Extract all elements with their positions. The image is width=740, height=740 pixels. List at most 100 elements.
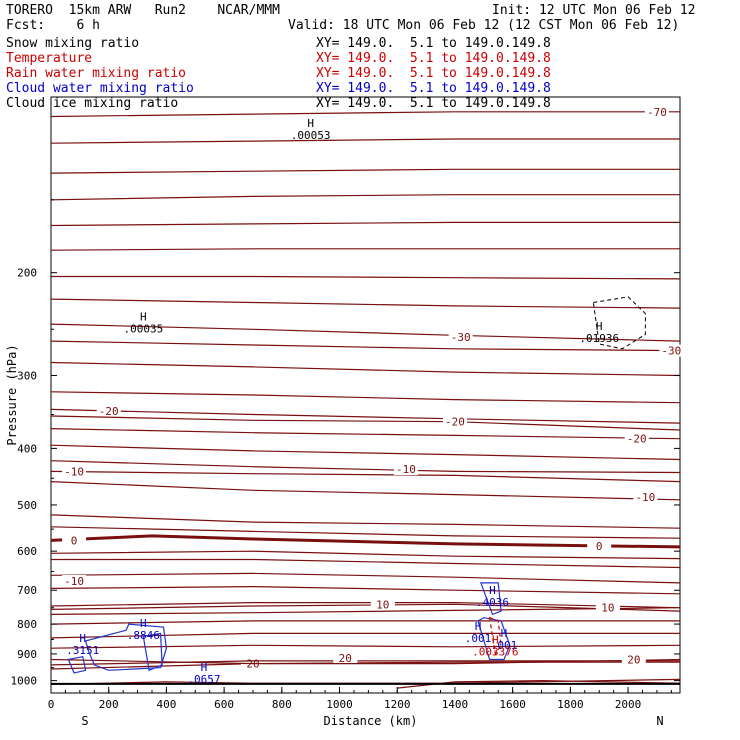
y-tick-label: 500 xyxy=(17,499,37,512)
x-tick-label: 1600 xyxy=(499,698,526,711)
maximum-marker: H xyxy=(501,627,508,640)
isotherm-label: 0 xyxy=(71,534,78,547)
x-tick-label: 1800 xyxy=(557,698,584,711)
cloud-contour xyxy=(477,617,511,661)
cloud-contour xyxy=(142,632,163,672)
cloud-contour xyxy=(84,623,168,671)
isotherm-line xyxy=(50,603,681,612)
isotherm-line xyxy=(50,585,681,595)
field-xy-range: XY= 149.0. 5.1 to 149.0.149.8 xyxy=(316,81,551,96)
isotherm-label: -30 xyxy=(451,331,471,344)
isotherm-line xyxy=(50,607,681,615)
maximum-value: .003376 xyxy=(472,645,518,658)
y-tick-label: 1000 xyxy=(11,675,38,688)
maximum-value: .001 xyxy=(465,632,492,645)
maximum-marker: H xyxy=(475,620,482,633)
isotherm-line xyxy=(50,323,681,342)
isotherm-label-bg xyxy=(62,575,87,588)
x-tick-label: 2000 xyxy=(615,698,642,711)
isotherm-line xyxy=(50,572,681,584)
maximum-marker: H xyxy=(489,584,496,597)
field-xy-range: XY= 149.0. 5.1 to 149.0.149.8 xyxy=(316,51,551,66)
y-tick-label: 600 xyxy=(17,545,37,558)
isotherm-label: -10 xyxy=(635,491,655,504)
isotherm-line xyxy=(50,428,681,440)
isotherm-line xyxy=(50,644,681,649)
isotherm-label: -30 xyxy=(661,345,681,358)
isotherm-label-bg xyxy=(62,534,87,547)
isotherm-label: -10 xyxy=(396,463,416,476)
y-tick-label: 700 xyxy=(17,584,37,597)
field-label: Cloud water mixing ratio xyxy=(6,81,194,96)
isotherm-line xyxy=(50,361,681,377)
isotherm-line xyxy=(50,460,681,474)
isotherm-line xyxy=(50,408,681,424)
maximum-marker: H xyxy=(492,633,499,646)
forecast-hour: Fcst: 6 h xyxy=(6,18,100,33)
isotherm-label: -10 xyxy=(64,465,84,478)
isotherm-line xyxy=(50,620,680,625)
y-tick-label: 200 xyxy=(17,267,37,280)
isotherm-label-bg xyxy=(633,491,658,504)
end-endpoint-label: N xyxy=(656,714,663,728)
isotherm-line xyxy=(50,168,680,174)
isotherm-label: -10 xyxy=(64,575,84,588)
maximum-marker: H xyxy=(596,320,603,333)
isotherm-label: 0 xyxy=(596,540,603,553)
isotherm-line xyxy=(51,275,681,280)
maximum-marker: H xyxy=(79,632,86,645)
y-tick-label: 300 xyxy=(17,369,37,382)
isotherm-line xyxy=(50,550,681,560)
x-tick-label: 800 xyxy=(272,698,292,711)
isotherm-label: 20 xyxy=(627,653,640,666)
field-label: Temperature xyxy=(6,51,93,66)
isotherm-label: -70 xyxy=(647,106,667,119)
y-tick-label: 900 xyxy=(17,648,37,661)
isotherm-label: 10 xyxy=(376,598,389,611)
isotherm-line xyxy=(50,526,681,539)
maximum-value: .01936 xyxy=(579,332,619,345)
isotherm-line xyxy=(50,248,680,251)
field-label: Rain water mixing ratio xyxy=(6,66,187,81)
field-xy-range: XY= 149.0. 5.1 to 149.0.149.8 xyxy=(316,66,551,81)
isotherm-label-bg xyxy=(393,463,418,476)
isotherm-line xyxy=(50,470,681,483)
isotherm-line xyxy=(50,632,680,639)
x-tick-label: 1400 xyxy=(442,698,469,711)
x-axis-label: Distance (km) xyxy=(324,714,418,728)
isotherm-label-bg xyxy=(587,540,612,553)
x-tick-label: 1200 xyxy=(384,698,411,711)
field-xy-range: XY= 149.0. 5.1 to 149.0.149.8 xyxy=(316,96,551,111)
isotherm-line xyxy=(50,138,680,144)
y-axis-label: Pressure (hPa) xyxy=(5,344,19,445)
isotherm-label-bg xyxy=(595,601,620,614)
y-tick-label: 400 xyxy=(17,442,37,455)
maximum-value: .0657 xyxy=(187,673,220,686)
start-endpoint-label: S xyxy=(81,714,88,728)
isotherm-line xyxy=(50,391,681,404)
isotherm-line xyxy=(50,111,680,118)
isotherm-label: 10 xyxy=(601,602,614,615)
maximum-value: .8846 xyxy=(127,629,160,642)
valid-time: Valid: 18 UTC Mon 06 Feb 12 (12 CST Mon … xyxy=(288,18,680,33)
x-tick-label: 200 xyxy=(99,698,119,711)
cloud-contour xyxy=(488,616,502,656)
cloud-contour xyxy=(480,582,502,616)
ice-contour xyxy=(592,296,646,350)
isotherm-label: -20 xyxy=(627,433,647,446)
maximum-marker: H xyxy=(140,310,147,323)
y-tick-label: 800 xyxy=(17,618,37,631)
isotherm-label-bg xyxy=(62,465,87,478)
isotherm-line xyxy=(51,558,681,569)
isotherm-line xyxy=(50,340,681,352)
isotherm-label: -20 xyxy=(445,416,465,429)
isotherm-label: -20 xyxy=(99,405,119,418)
field-label: Snow mixing ratio xyxy=(6,36,140,51)
maximum-value: .3151 xyxy=(66,644,99,657)
cloud-contour xyxy=(67,655,87,674)
maximum-value: .4036 xyxy=(476,596,509,609)
maximum-marker: H xyxy=(201,661,208,674)
maximum-value: .00035 xyxy=(123,322,163,335)
isotherm-line xyxy=(50,481,681,501)
